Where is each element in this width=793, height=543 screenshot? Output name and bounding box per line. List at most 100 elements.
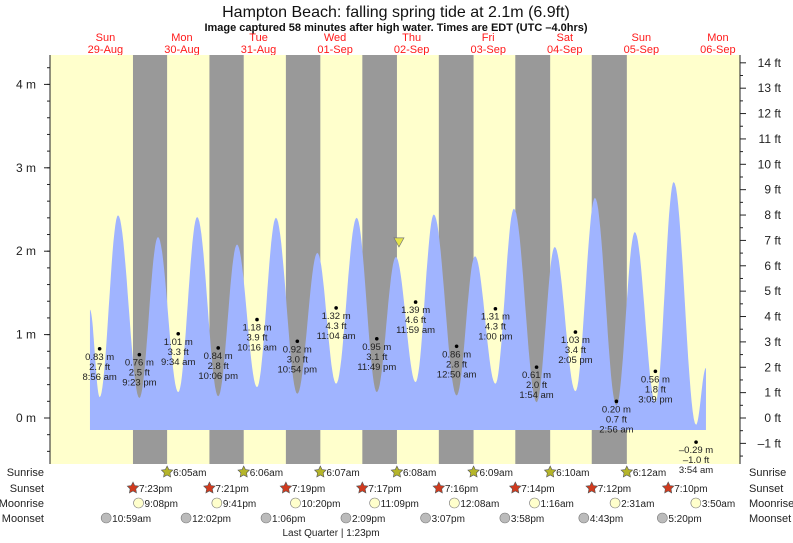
tide-point bbox=[573, 330, 578, 334]
astronomy-rows: Sunrise Sunrise 6:05am 6:06am 6:07am 6:08am 6:… bbox=[0, 465, 793, 525]
sunset-icon bbox=[279, 481, 293, 494]
chart-subtitle: Image captured 58 minutes after high wat… bbox=[204, 22, 587, 34]
right-tick-label: 0 ft bbox=[764, 411, 781, 425]
sunset-icon bbox=[126, 481, 140, 494]
sunset-time: 7:17pm bbox=[368, 484, 401, 495]
row-label-moonrise-left: Moonrise bbox=[0, 498, 44, 510]
tide-time: 10:54 pm bbox=[277, 364, 317, 375]
tide-height-m: –0.29 m bbox=[679, 445, 713, 456]
moonset-icon bbox=[657, 512, 668, 524]
tide-point bbox=[255, 317, 259, 322]
tide-time: 2:56 am bbox=[599, 424, 633, 435]
moonset-icon bbox=[499, 512, 511, 524]
tide-height-ft: 2.8 ft bbox=[208, 361, 229, 372]
sunset-icon bbox=[661, 481, 675, 494]
moonset-time: 4:43pm bbox=[590, 514, 623, 525]
tide-point bbox=[137, 352, 142, 357]
day-name: Wed bbox=[324, 32, 346, 44]
right-tick-label: 12 ft bbox=[758, 107, 782, 121]
tide-labels: 0.83 m2.7 ft8:56 am 0.76 m2.5 ft9:23 pm 1.… bbox=[82, 300, 713, 476]
tide-height-ft: 2.7 ft bbox=[89, 362, 110, 373]
tide-height-ft: 3.0 ft bbox=[287, 354, 308, 365]
tide-point bbox=[653, 369, 658, 374]
tide-time: 9:23 pm bbox=[122, 378, 156, 389]
chart-title: Hampton Beach: falling spring tide at 2.… bbox=[222, 4, 570, 21]
sunrise-time: 6:12am bbox=[633, 468, 666, 479]
row-label-moonrise-right: Moonrise bbox=[749, 498, 793, 510]
moonrise-icon bbox=[690, 497, 702, 509]
left-tick-label: 3 m bbox=[16, 161, 36, 175]
tide-height-ft: 2.0 ft bbox=[526, 380, 547, 391]
day-date: 04-Sep bbox=[547, 44, 582, 56]
tide-height-m: 0.95 m bbox=[362, 342, 391, 353]
sunset-icon bbox=[203, 481, 216, 494]
tide-height-m: 0.92 m bbox=[283, 344, 312, 355]
tide-time: 9:34 am bbox=[161, 357, 195, 368]
sunset-time: 7:12pm bbox=[598, 484, 631, 495]
tide-point bbox=[454, 344, 459, 349]
day-date: 06-Sep bbox=[700, 44, 735, 56]
sunrise-time: 6:05am bbox=[173, 468, 206, 479]
right-tick-label: 9 ft bbox=[764, 183, 781, 197]
day-date: 29-Aug bbox=[88, 44, 123, 56]
sunset-icon bbox=[585, 481, 599, 494]
sunset-time: 7:23pm bbox=[139, 484, 172, 495]
day-name: Thu bbox=[402, 32, 421, 44]
left-tick-label: 4 m bbox=[16, 77, 36, 91]
tide-point bbox=[374, 336, 379, 341]
tide-time: 11:04 am bbox=[317, 331, 356, 342]
current-level-marker bbox=[393, 237, 405, 248]
tide-height-m: 1.03 m bbox=[561, 335, 590, 346]
right-tick-label: 6 ft bbox=[764, 259, 781, 273]
sunrise-icon bbox=[160, 465, 174, 478]
moonrise-time: 10:20pm bbox=[302, 499, 341, 510]
tide-time: 1:00 pm bbox=[478, 332, 512, 343]
tide-height-m: 1.01 m bbox=[164, 337, 193, 348]
moonset-icon bbox=[578, 512, 590, 524]
right-tick-label: –1 ft bbox=[758, 436, 782, 450]
tide-height-m: 0.84 m bbox=[204, 351, 233, 362]
tide-time: 12:50 am bbox=[437, 369, 477, 380]
day-name: Sat bbox=[557, 32, 574, 44]
day-date: 02-Sep bbox=[394, 44, 429, 56]
moonset-icon bbox=[100, 512, 112, 524]
tide-height-ft: 2.8 ft bbox=[446, 359, 467, 370]
tide-height-ft: 4.6 ft bbox=[405, 315, 426, 326]
day-date: 03-Sep bbox=[470, 44, 505, 56]
tide-height-m: 0.20 m bbox=[602, 404, 631, 415]
right-tick-label: 8 ft bbox=[764, 208, 781, 222]
right-tick-label: 2 ft bbox=[764, 360, 781, 374]
sunset-time: 7:21pm bbox=[215, 484, 248, 495]
tide-point bbox=[295, 339, 300, 344]
tide-height-m: 0.61 m bbox=[522, 370, 551, 381]
tide-time: 11:59 am bbox=[396, 325, 435, 336]
left-tick-label: 0 m bbox=[16, 411, 36, 425]
sunrise-icon bbox=[390, 465, 404, 478]
day-name: Sun bbox=[96, 32, 116, 44]
sunset-icon bbox=[508, 481, 522, 494]
moonrise-icon bbox=[609, 497, 621, 509]
sunrise-icon bbox=[313, 465, 327, 478]
moonrise-time: 9:08pm bbox=[145, 499, 178, 510]
tide-point bbox=[334, 306, 338, 310]
tide-height-ft: 4.3 ft bbox=[485, 322, 506, 333]
moon-phase-label: Last Quarter | 1:23pm bbox=[282, 528, 379, 538]
right-tick-label: 14 ft bbox=[758, 56, 782, 70]
plot-area bbox=[50, 55, 740, 464]
tide-height-m: 0.76 m bbox=[125, 358, 154, 369]
sunset-icon bbox=[432, 481, 446, 494]
tide-time: 1:54 am bbox=[519, 390, 553, 401]
sunrise-time: 6:09am bbox=[480, 468, 513, 479]
tide-height-m: 0.83 m bbox=[85, 352, 114, 363]
moonset-time: 5:20pm bbox=[668, 514, 701, 525]
day-name: Sun bbox=[632, 32, 652, 44]
tide-time: 10:16 am bbox=[237, 343, 277, 354]
moonrise-icon bbox=[290, 497, 301, 509]
tide-point bbox=[694, 440, 698, 444]
sunrise-icon bbox=[543, 465, 557, 478]
right-tick-label: 13 ft bbox=[758, 81, 782, 95]
moonrise-icon bbox=[133, 497, 144, 509]
tide-height-ft: 0.7 ft bbox=[606, 414, 627, 425]
day-date: 30-Aug bbox=[164, 44, 199, 56]
